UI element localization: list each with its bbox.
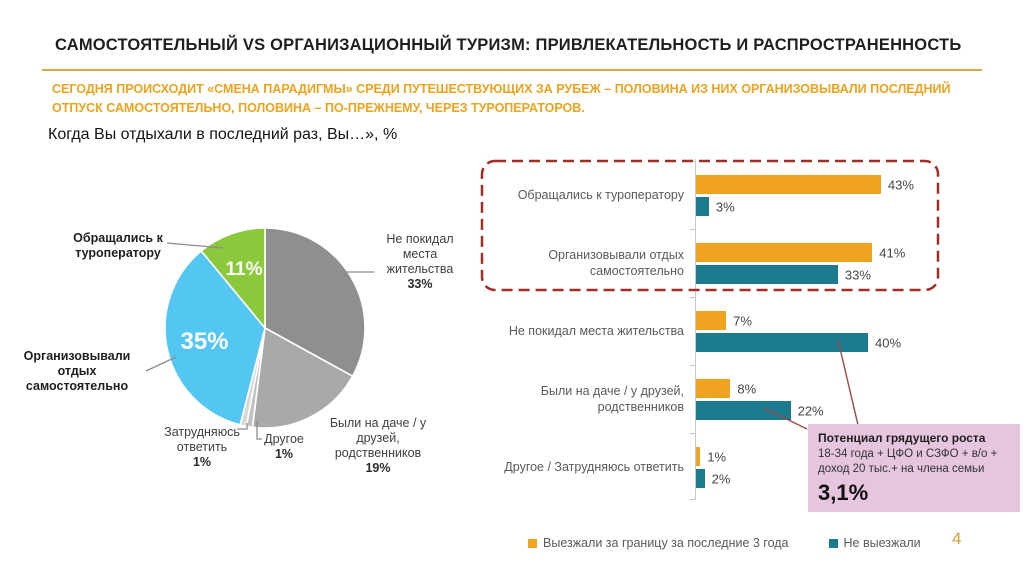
bar-value-label: 22%: [797, 403, 824, 418]
pie-label-dacha: Были на даче / у друзей, родственников 1…: [316, 416, 440, 476]
growth-callout-title: Потенциал грядущего роста: [818, 431, 986, 445]
axis-tick: [690, 297, 696, 298]
legend-swatch-not-abroad: [828, 538, 838, 548]
bar-not-abroad: [696, 265, 838, 284]
bar-not-abroad: [696, 197, 709, 216]
pie-chart: 35% 11%: [164, 227, 366, 429]
pie-label-dacha-text: Были на даче / у друзей, родственников: [329, 416, 427, 460]
pie-label-other-text: Другое: [264, 432, 304, 446]
growth-callout-body: 18-34 года + ЦФО и СЗФО + в/о + доход 20…: [818, 448, 998, 475]
pie-slice-0: [264, 227, 366, 378]
bar-abroad: [696, 379, 731, 398]
page-number: 4: [952, 529, 962, 548]
slide-title: САМОСТОЯТЕЛЬНЫЙ VS ОРГАНИЗАЦИОННЫЙ ТУРИЗ…: [55, 36, 962, 54]
bar-category-label: Не покидал места жительства: [508, 323, 684, 338]
legend-label-abroad: Выезжали за границу за последние 3 года: [543, 536, 789, 550]
pie-label-other: Другое 1%: [252, 432, 316, 462]
growth-callout-value: 3,1%: [818, 479, 869, 505]
bar-value-label: 8%: [737, 381, 757, 396]
legend: Выезжали за границу за последние 3 года …: [528, 536, 921, 550]
bar-chart-axis: [695, 159, 696, 500]
legend-item-not-abroad: Не выезжали: [828, 536, 921, 550]
axis-tick: [690, 365, 696, 366]
pie-label-difficult-pct: 1%: [192, 455, 212, 469]
axis-tick: [690, 499, 696, 500]
bar-category-label: Организовывали отдых самостоятельно: [548, 247, 684, 278]
bar-not-abroad: [696, 333, 868, 352]
axis-tick: [690, 433, 696, 434]
bar-not-abroad: [696, 401, 791, 420]
bar-abroad: [696, 175, 881, 194]
bar-category-label: Обращались к туроператору: [517, 187, 684, 202]
survey-question: Когда Вы отдыхали в последний раз, Вы…»,…: [48, 126, 398, 143]
pie-inner-percent-4: 35%: [180, 328, 228, 355]
legend-item-abroad: Выезжали за границу за последние 3 года: [528, 536, 789, 550]
pie-label-difficult-text: Затрудняюсь ответить: [164, 425, 240, 454]
pie-label-stayed-home-text: Не покидал места жительства: [386, 232, 454, 276]
bar-value-label: 1%: [707, 449, 727, 464]
pie-slice-5: [200, 227, 266, 331]
bar-abroad: [696, 311, 727, 330]
pie-label-difficult: Затрудняюсь ответить 1%: [158, 425, 246, 470]
pie-label-stayed-home: Не покидал места жительства 33%: [374, 232, 466, 292]
growth-callout: Потенциал грядущего роста 18-34 года + Ц…: [808, 424, 1020, 512]
bar-value-label: 41%: [879, 245, 906, 260]
bar-value-label: 33%: [844, 267, 871, 282]
slide-subtitle: СЕГОДНЯ ПРОИСХОДИТ «СМЕНА ПАРАДИГМЫ» СРЕ…: [52, 82, 951, 116]
legend-swatch-abroad: [528, 538, 537, 548]
pie-label-other-pct: 1%: [274, 447, 294, 461]
bar-category-label: Были на даче / у друзей, родственников: [540, 383, 684, 414]
pie-label-tour-operator: Обращались к туроператору: [73, 231, 163, 260]
bar-value-label: 43%: [887, 177, 914, 192]
bar-abroad: [696, 243, 873, 262]
bar-value-label: 7%: [733, 313, 752, 328]
bar-category-label: Другое / Затрудняюсь ответить: [504, 459, 684, 474]
bar-value-label: 2%: [711, 471, 731, 486]
legend-label-not-abroad: Не выезжали: [843, 536, 921, 550]
pie-inner-percent-5: 11%: [226, 259, 263, 280]
bar-value-label: 40%: [875, 335, 902, 350]
pie-label-dacha-pct: 19%: [365, 461, 391, 475]
bar-value-label: 3%: [715, 199, 735, 214]
title-divider: [42, 69, 982, 71]
pie-slice-4: [164, 249, 266, 426]
pie-label-stayed-home-pct: 33%: [407, 277, 433, 291]
bar-not-abroad: [696, 469, 705, 488]
pie-label-self-organized: Организовывали отдых самостоятельно: [23, 349, 131, 393]
bar-abroad: [696, 447, 701, 466]
